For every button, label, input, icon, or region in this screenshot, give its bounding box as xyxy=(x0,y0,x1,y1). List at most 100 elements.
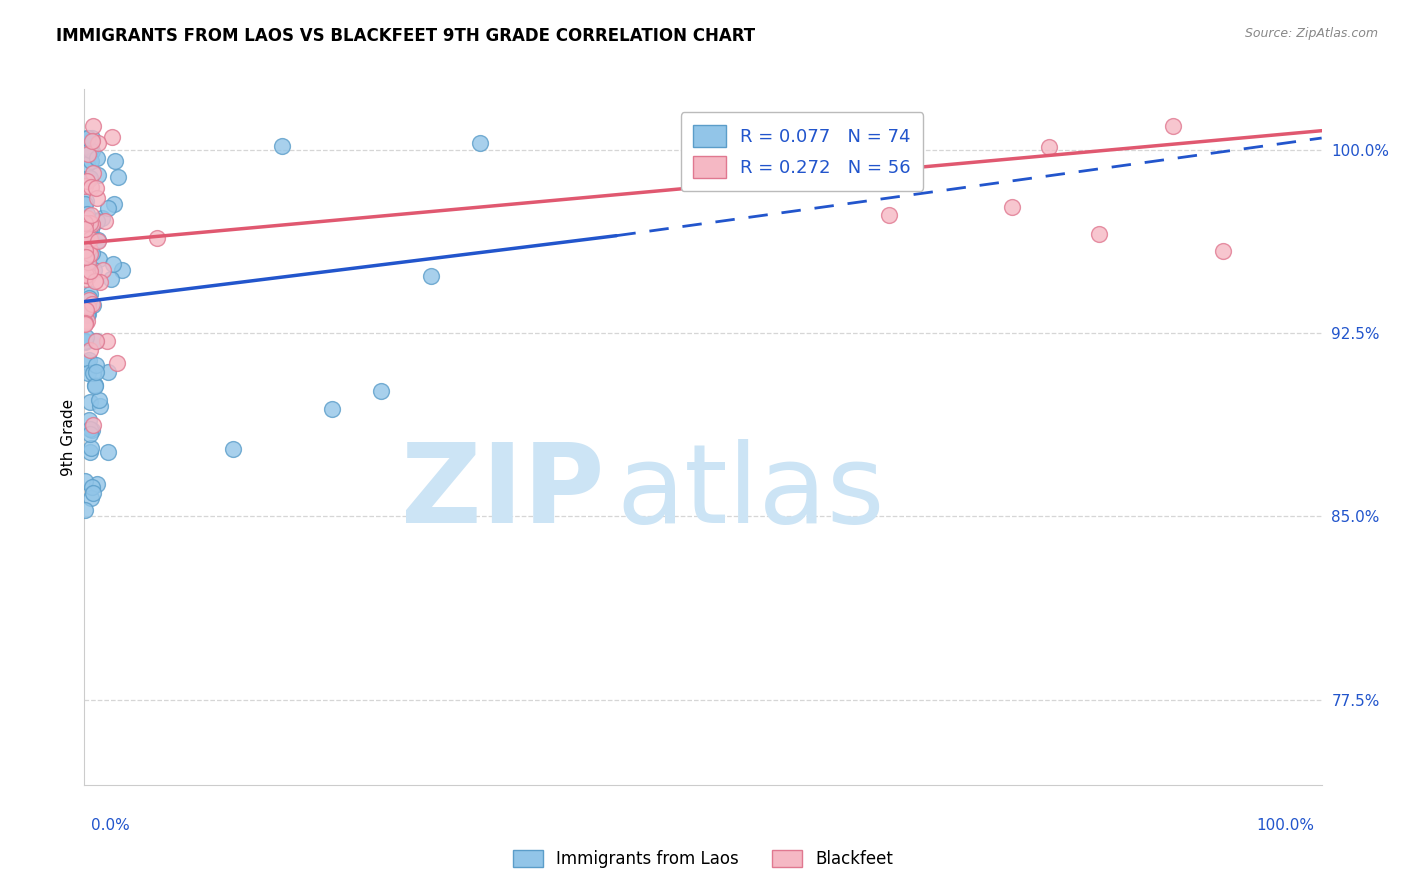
Point xyxy=(77,366,100,380)
Point xyxy=(80,134,103,148)
Point xyxy=(77,353,100,368)
Point xyxy=(89,275,111,289)
Point xyxy=(79,216,101,230)
Point xyxy=(76,314,98,328)
Point xyxy=(111,262,134,277)
Point xyxy=(75,317,97,331)
Point xyxy=(76,307,98,321)
Point xyxy=(89,252,111,267)
Point xyxy=(77,225,100,239)
Point xyxy=(877,208,900,222)
Point xyxy=(84,378,107,392)
Point xyxy=(76,147,98,161)
Point xyxy=(86,235,108,249)
Point xyxy=(79,247,101,261)
Point xyxy=(73,197,96,211)
Point xyxy=(80,246,103,260)
Point xyxy=(80,480,103,494)
Point xyxy=(76,256,98,270)
Point xyxy=(370,384,392,398)
Point xyxy=(80,154,103,169)
Point xyxy=(79,427,101,442)
Point xyxy=(79,232,101,246)
Point xyxy=(79,445,101,459)
Point xyxy=(79,264,101,278)
Point xyxy=(79,143,101,157)
Point xyxy=(80,222,103,236)
Point xyxy=(84,181,107,195)
Point xyxy=(82,131,104,145)
Point xyxy=(83,263,105,277)
Point xyxy=(75,303,97,318)
Text: Source: ZipAtlas.com: Source: ZipAtlas.com xyxy=(1244,27,1378,40)
Point xyxy=(77,255,100,269)
Point xyxy=(87,168,110,182)
Point xyxy=(97,445,120,459)
Point xyxy=(107,169,129,184)
Point xyxy=(146,230,169,244)
Point xyxy=(1088,227,1111,241)
Point xyxy=(75,306,97,320)
Point xyxy=(84,365,107,379)
Text: IMMIGRANTS FROM LAOS VS BLACKFEET 9TH GRADE CORRELATION CHART: IMMIGRANTS FROM LAOS VS BLACKFEET 9TH GR… xyxy=(56,27,755,45)
Point xyxy=(79,395,101,409)
Point xyxy=(79,244,101,258)
Point xyxy=(86,151,108,165)
Point xyxy=(101,257,124,271)
Point xyxy=(79,286,101,301)
Point xyxy=(77,301,100,315)
Y-axis label: 9th Grade: 9th Grade xyxy=(60,399,76,475)
Point xyxy=(75,334,97,349)
Point xyxy=(80,491,103,505)
Point xyxy=(82,366,104,380)
Point xyxy=(86,477,108,491)
Point xyxy=(73,222,96,236)
Point xyxy=(73,178,96,193)
Point xyxy=(79,422,101,436)
Point xyxy=(1161,119,1184,133)
Point xyxy=(77,291,100,305)
Point xyxy=(76,355,98,369)
Point xyxy=(73,317,96,331)
Point xyxy=(97,201,120,215)
Point xyxy=(419,269,441,284)
Point xyxy=(86,191,108,205)
Text: atlas: atlas xyxy=(616,439,884,546)
Point xyxy=(79,293,101,308)
Point xyxy=(76,157,98,171)
Point xyxy=(75,250,97,264)
Point xyxy=(100,272,122,286)
Point xyxy=(96,334,118,349)
Point xyxy=(91,211,114,225)
Point xyxy=(76,239,98,253)
Point xyxy=(73,232,96,246)
Point xyxy=(76,207,98,221)
Point xyxy=(80,208,103,222)
Point xyxy=(75,236,97,251)
Legend: Immigrants from Laos, Blackfeet: Immigrants from Laos, Blackfeet xyxy=(506,843,900,875)
Point xyxy=(75,231,97,245)
Point xyxy=(104,154,127,169)
Point xyxy=(1038,140,1060,154)
Point xyxy=(271,138,294,153)
Point xyxy=(75,268,97,282)
Point xyxy=(80,441,103,455)
Point xyxy=(84,379,107,393)
Point xyxy=(101,129,124,144)
Point xyxy=(89,399,111,413)
Point xyxy=(80,297,103,311)
Point xyxy=(84,334,107,348)
Point xyxy=(75,194,97,208)
Point xyxy=(73,239,96,253)
Point xyxy=(1001,200,1024,214)
Point xyxy=(103,196,125,211)
Point xyxy=(76,308,98,322)
Point xyxy=(87,233,110,247)
Point xyxy=(1212,244,1234,259)
Point xyxy=(76,211,98,226)
Point xyxy=(87,136,110,150)
Point xyxy=(97,365,120,379)
Point xyxy=(77,172,100,186)
Point xyxy=(470,136,492,151)
Point xyxy=(91,263,114,277)
